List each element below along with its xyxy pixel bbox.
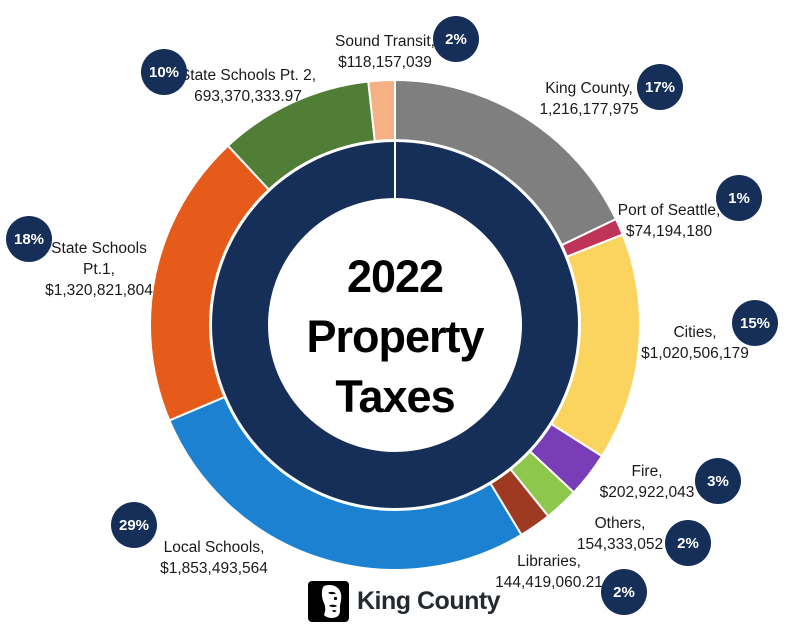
- pct-badge-state-schools-pt1: 18%: [6, 216, 52, 262]
- title-line-word2: Taxes: [335, 371, 455, 422]
- chart-center-title: 2022 Property Taxes: [295, 247, 495, 427]
- pct-badge-port-of-seattle: 1%: [716, 175, 762, 221]
- slice-label-fire: Fire, $202,922,043: [599, 463, 695, 501]
- slice-label-cities: Cities, $1,020,506,179: [641, 324, 749, 362]
- pct-badge-libraries: 2%: [601, 569, 647, 615]
- slice-label-king-county: King County, 1,216,177,975: [539, 80, 639, 118]
- pct-badge-cities: 15%: [732, 300, 778, 346]
- slice-label-local-schools: Local Schools, $1,853,493,564: [160, 539, 268, 577]
- pct-badge-others: 2%: [665, 520, 711, 566]
- slice-label-port-of-seattle: Port of Seattle, $74,194,180: [617, 202, 721, 240]
- pct-badge-local-schools: 29%: [111, 502, 157, 548]
- donut-segment-local-schools: [168, 395, 523, 571]
- slice-label-sound-transit: Sound Transit, $118,157,039: [335, 33, 435, 71]
- slice-label-state-schools-pt1: State Schools Pt.1, $1,320,821,804: [45, 240, 153, 299]
- center-hole: [268, 198, 522, 452]
- pct-badge-state-schools-pt2: 10%: [141, 49, 187, 95]
- title-line-word1: Property: [306, 311, 484, 362]
- title-line-year: 2022: [346, 251, 444, 302]
- king-county-logotype: King County: [357, 587, 501, 615]
- donut-segments: [149, 78, 641, 571]
- pct-badge-fire: 3%: [695, 458, 741, 504]
- king-county-logo: King County: [308, 581, 501, 622]
- slice-label-libraries: Libraries, 144,419,060.21: [495, 553, 603, 591]
- slice-label-state-schools-pt2: State Schools Pt. 2, 693,370,333.97: [179, 67, 317, 105]
- pct-badge-king-county: 17%: [637, 64, 683, 110]
- mlk-face-icon: [308, 581, 349, 622]
- slice-label-others: Others, 154,333,052: [576, 515, 664, 553]
- pct-badge-sound-transit: 2%: [433, 16, 479, 62]
